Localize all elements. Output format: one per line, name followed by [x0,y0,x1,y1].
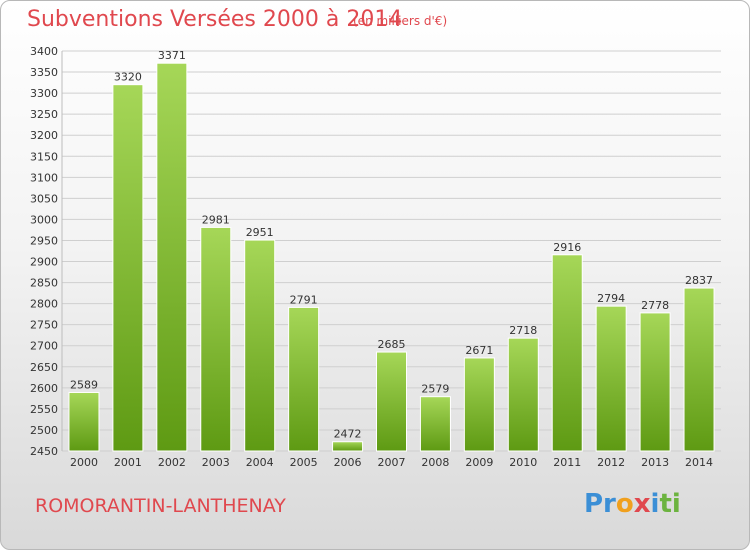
logo-part: i [671,489,681,519]
y-tick-label: 3400 [30,45,58,58]
bar-value-label: 2951 [246,226,274,239]
bar [68,391,100,452]
bar [507,337,539,452]
bar [156,62,188,452]
logo-part: t [659,489,672,519]
y-tick-label: 3300 [30,87,58,100]
chart-subtitle: (en milliers d'€) [353,14,448,28]
y-tick-label: 3200 [30,129,58,142]
data-labels: 2589 3320 3371 2981 2951 2791 2472 2685 2579 2671… [70,49,713,441]
y-tick-label: 3100 [30,171,58,184]
y-tick-label: 2550 [30,403,58,416]
bar [288,306,320,452]
bar [332,441,364,452]
chart-title: Subventions Versées 2000 à 2014 [27,7,403,32]
bar [639,312,671,452]
logo-part: Pr [584,489,616,519]
town-name: ROMORANTIN-LANTHENAY [35,495,286,517]
bar [595,305,627,452]
bar [112,84,144,452]
bar [463,357,495,452]
bar-value-label: 2981 [202,213,230,226]
bar-value-label: 2589 [70,378,98,391]
y-tick-label: 2900 [30,256,58,269]
bar-value-label: 2916 [553,241,581,254]
bar-value-label: 3320 [114,71,142,84]
bar [244,239,276,452]
y-tick-label: 2800 [30,298,58,311]
x-tick-label: 2002 [158,456,186,469]
x-tick-label: 2000 [70,456,98,469]
y-tick-label: 3000 [30,213,58,226]
x-tick-label: 2001 [114,456,142,469]
y-tick-label: 2650 [30,361,58,374]
y-axis: 2450 2500 2550 2600 2650 2700 2750 2800 2850 2900… [30,45,63,458]
bar [683,287,715,452]
y-tick-label: 2600 [30,382,58,395]
x-tick-label: 2009 [465,456,493,469]
x-tick-label: 2013 [641,456,669,469]
y-tick-label: 2450 [30,445,58,458]
logo-part: o [615,489,634,519]
x-tick-label: 2007 [378,456,406,469]
logo-part: i [650,489,660,519]
x-tick-label: 2003 [202,456,230,469]
proxiti-logo: Proxiti [584,489,681,519]
bar [551,254,583,452]
bar [200,226,232,452]
y-tick-label: 3150 [30,150,58,163]
y-tick-label: 2850 [30,277,58,290]
bar-value-label: 2778 [641,299,669,312]
logo-part: x [633,489,651,519]
y-tick-label: 2700 [30,340,58,353]
x-tick-label: 2008 [421,456,449,469]
bar-value-label: 2671 [465,344,493,357]
x-tick-label: 2012 [597,456,625,469]
x-tick-label: 2006 [334,456,362,469]
x-tick-label: 2004 [246,456,274,469]
bar-value-label: 2791 [290,293,318,306]
y-tick-label: 3350 [30,66,58,79]
bar-value-label: 3371 [158,49,186,62]
x-tick-label: 2010 [509,456,537,469]
bars [68,62,715,452]
x-axis: 2000 2001 2002 2003 2004 2005 2006 2007 2008 2009… [70,456,713,469]
bar [419,396,451,452]
bar-value-label: 2794 [597,292,625,305]
bar-value-label: 2579 [421,383,449,396]
x-tick-label: 2005 [290,456,318,469]
bar-value-label: 2472 [334,428,362,441]
y-tick-label: 3250 [30,108,58,121]
x-tick-label: 2014 [685,456,713,469]
y-tick-label: 2750 [30,319,58,332]
y-tick-label: 2500 [30,424,58,437]
bar [376,351,407,452]
bar-value-label: 2718 [509,324,537,337]
x-tick-label: 2011 [553,456,581,469]
y-tick-label: 3050 [30,192,58,205]
y-tick-label: 2950 [30,234,58,247]
bar-value-label: 2837 [685,274,713,287]
bar-value-label: 2685 [378,338,406,351]
